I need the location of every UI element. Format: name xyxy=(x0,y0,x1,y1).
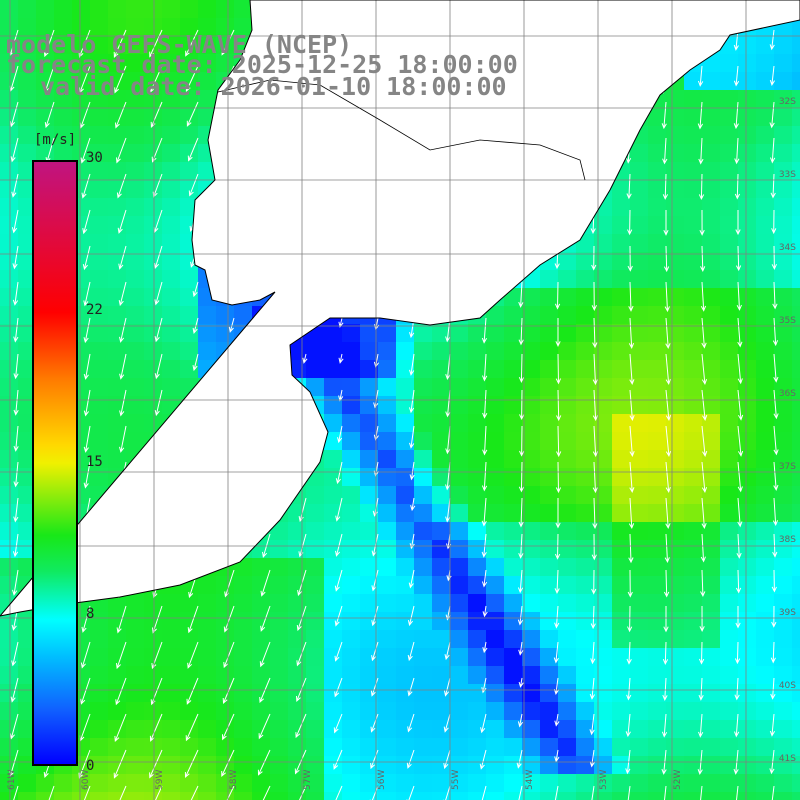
lat-label: 38S xyxy=(779,535,796,545)
axis-labels: 61W 60W 59W 58W 57W 56W 55W 54W 53W 52W 32S 33S 34S 3… xyxy=(7,97,796,790)
lat-label: 41S xyxy=(779,754,796,764)
forecast-date: forecast date: 2025-12-25 18:00:00 xyxy=(6,50,518,79)
lat-label: 39S xyxy=(779,608,796,618)
coastline xyxy=(0,0,800,617)
lon-label: 54W xyxy=(525,770,535,790)
valid-date: valid date: 2026-01-10 18:00:00 xyxy=(40,72,507,101)
lon-label: 58W xyxy=(229,770,239,790)
colorbar-label-30: 30 xyxy=(86,150,103,166)
lon-label: 61W xyxy=(7,770,17,790)
lat-label: 36S xyxy=(779,389,796,399)
lat-label: 32S xyxy=(779,97,796,107)
colorbar-label-0: 0 xyxy=(86,758,95,774)
lat-label: 33S xyxy=(779,170,796,180)
colorbar-label-15: 15 xyxy=(86,454,103,470)
lon-label: 60W xyxy=(81,770,91,790)
lon-label: 56W xyxy=(377,770,387,790)
lon-label: 57W xyxy=(303,770,313,790)
lon-label: 52W xyxy=(673,770,683,790)
lon-label: 59W xyxy=(155,770,165,790)
model-title: modelo GEFS-WAVE (NCEP) xyxy=(6,30,353,59)
colorbar-unit: [m/s] xyxy=(34,132,77,148)
lat-label: 34S xyxy=(779,243,796,253)
lat-label: 37S xyxy=(779,462,796,472)
lon-label: 53W xyxy=(599,770,609,790)
colorbar-label-8: 8 xyxy=(86,606,95,622)
colorbar-label-22: 22 xyxy=(86,302,103,318)
lat-label: 35S xyxy=(779,316,796,326)
lat-label: 40S xyxy=(779,681,796,691)
colorbar xyxy=(32,160,78,766)
lon-label: 55W xyxy=(451,770,461,790)
